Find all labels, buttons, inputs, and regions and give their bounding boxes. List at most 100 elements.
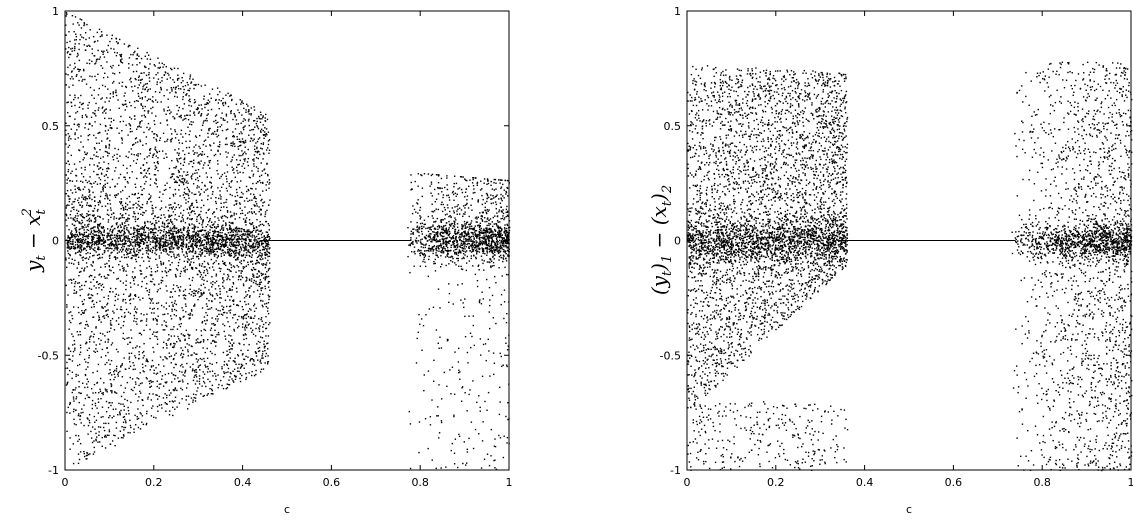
data-point [155, 220, 156, 221]
data-point [442, 211, 443, 212]
data-point [431, 399, 432, 400]
data-point [124, 222, 125, 223]
data-point [85, 196, 86, 197]
data-point [181, 178, 182, 179]
data-point [204, 236, 205, 237]
data-point [195, 394, 196, 395]
data-point [152, 157, 153, 158]
data-point [92, 244, 93, 245]
data-point [244, 222, 245, 223]
data-point [161, 282, 162, 283]
data-point [252, 322, 253, 323]
data-point [125, 103, 126, 104]
data-point [93, 154, 94, 155]
data-point [212, 246, 213, 247]
data-point [467, 352, 468, 353]
data-point [176, 285, 177, 286]
data-point [110, 109, 111, 110]
data-point [220, 210, 221, 211]
data-point [453, 416, 454, 417]
data-point [76, 291, 77, 292]
data-point [73, 396, 74, 397]
data-point [160, 137, 161, 138]
data-point [215, 375, 216, 376]
data-point [96, 344, 97, 345]
data-point [141, 104, 142, 105]
data-point [167, 139, 168, 140]
data-point [239, 262, 240, 263]
data-point [240, 160, 241, 161]
data-point [122, 205, 123, 206]
data-point [156, 249, 157, 250]
data-point [455, 229, 456, 230]
data-point [163, 231, 164, 232]
data-point [125, 422, 126, 423]
data-point [435, 263, 436, 264]
data-point [77, 282, 78, 283]
data-point [69, 95, 70, 96]
data-point [132, 390, 133, 391]
data-point [234, 330, 235, 331]
data-point [261, 143, 262, 144]
data-point [167, 242, 168, 243]
data-point [134, 283, 135, 284]
data-point [201, 224, 202, 225]
data-point [126, 275, 127, 276]
data-point [87, 252, 88, 253]
data-point [95, 234, 96, 235]
data-point [76, 218, 77, 219]
data-point [102, 253, 103, 254]
data-point [96, 382, 97, 383]
data-point [189, 238, 190, 239]
data-point [105, 341, 106, 342]
data-point [202, 125, 203, 126]
data-point [193, 293, 194, 294]
data-point [152, 205, 153, 206]
data-point [232, 119, 233, 120]
data-point [169, 390, 170, 391]
data-point [235, 231, 236, 232]
data-point [170, 204, 171, 205]
data-point [462, 269, 463, 270]
data-point [104, 176, 105, 177]
data-point [85, 324, 86, 325]
data-point [84, 79, 85, 80]
data-point [212, 284, 213, 285]
data-point [457, 227, 458, 228]
data-point [411, 182, 412, 183]
data-point [209, 220, 210, 221]
data-point [115, 91, 116, 92]
data-point [412, 233, 413, 234]
data-point [223, 252, 224, 253]
data-point [160, 288, 161, 289]
data-point [257, 276, 258, 277]
data-point [480, 241, 481, 242]
data-point [269, 238, 270, 239]
data-point [102, 284, 103, 285]
data-point [257, 238, 258, 239]
data-point [436, 329, 437, 330]
data-point [183, 334, 184, 335]
data-point [89, 276, 90, 277]
data-point [100, 183, 101, 184]
data-point [209, 371, 210, 372]
data-point [151, 312, 152, 313]
data-point [94, 244, 95, 245]
data-point [155, 417, 156, 418]
data-point [82, 235, 83, 236]
data-point [169, 207, 170, 208]
data-point [124, 95, 125, 96]
data-point [254, 364, 255, 365]
data-point [435, 248, 436, 249]
data-point [104, 118, 105, 119]
data-point [448, 302, 449, 303]
data-point [486, 184, 487, 185]
data-point [163, 238, 164, 239]
data-point [123, 121, 124, 122]
data-point [258, 234, 259, 235]
data-point [495, 446, 496, 447]
data-point [200, 341, 201, 342]
data-point [471, 421, 472, 422]
data-point [107, 250, 108, 251]
data-point [146, 267, 147, 268]
